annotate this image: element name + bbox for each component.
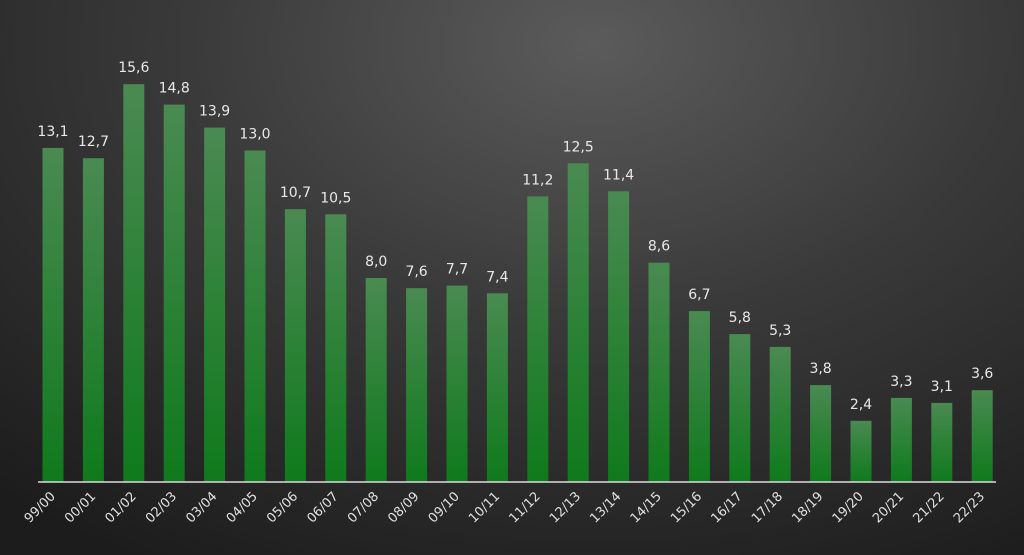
bar-22-23 <box>971 390 993 482</box>
x-tick-label: 05/06 <box>264 489 301 526</box>
value-label: 13,1 <box>37 124 68 140</box>
bar-15-16 <box>688 311 710 482</box>
value-label: 13,9 <box>199 104 230 120</box>
x-tick-label: 10/11 <box>466 489 503 526</box>
value-label: 7,6 <box>405 264 427 280</box>
x-tick-label: 12/13 <box>547 489 584 526</box>
value-labels: 13,1 12,7 15,6 14,8 13,9 13,0 10,7 10,5 8,0 7,6 7,… <box>37 60 993 413</box>
value-label: 15,6 <box>118 60 149 76</box>
x-axis-tick-labels: 99/00 00/01 01/02 02/03 03/04 04/05 05/06 06/07… <box>22 489 988 526</box>
bar-00-01 <box>82 158 104 482</box>
bar-07-08 <box>365 278 387 482</box>
x-tick-label: 17/18 <box>749 489 786 526</box>
bar-04-05 <box>244 150 266 482</box>
bar-21-22 <box>931 402 953 482</box>
bar-13-14 <box>608 191 630 483</box>
bar-11-12 <box>527 196 549 482</box>
x-tick-label: 15/16 <box>668 489 705 526</box>
bar-20-21 <box>890 397 912 482</box>
value-label: 5,8 <box>729 310 751 326</box>
value-label: 8,6 <box>648 239 670 255</box>
x-tick-label: 08/09 <box>385 489 422 526</box>
x-tick-label: 18/19 <box>789 489 826 526</box>
value-label: 8,0 <box>365 254 387 270</box>
bar-05-06 <box>284 209 306 482</box>
bar-18-19 <box>810 385 832 482</box>
value-label: 5,3 <box>769 323 791 339</box>
x-tick-label: 13/14 <box>587 489 624 526</box>
bar-08-09 <box>406 288 428 482</box>
x-tick-label: 06/07 <box>305 489 342 526</box>
bar-series <box>42 84 993 483</box>
x-tick-label: 21/22 <box>911 489 948 526</box>
value-label: 12,5 <box>563 139 594 155</box>
value-label: 10,5 <box>320 190 351 206</box>
bar-09-10 <box>446 285 468 482</box>
value-label: 11,2 <box>522 172 553 188</box>
x-tick-label: 02/03 <box>143 489 180 526</box>
value-label: 3,8 <box>809 361 831 377</box>
bar-16-17 <box>729 334 751 482</box>
x-tick-label: 09/10 <box>426 489 463 526</box>
value-label: 13,0 <box>239 127 270 143</box>
x-tick-label: 19/20 <box>830 489 867 526</box>
x-tick-label: 14/15 <box>628 489 665 526</box>
x-tick-label: 04/05 <box>224 489 261 526</box>
bar-06-07 <box>325 214 347 483</box>
value-label: 11,4 <box>603 167 634 183</box>
value-label: 12,7 <box>78 134 109 150</box>
value-label: 3,1 <box>931 379 953 395</box>
bar-02-03 <box>163 104 185 482</box>
x-tick-label: 99/00 <box>22 489 59 526</box>
bar-12-13 <box>567 163 589 483</box>
x-tick-label: 01/02 <box>103 489 140 526</box>
x-tick-label: 07/08 <box>345 489 382 526</box>
bar-01-02 <box>123 84 145 482</box>
value-label: 7,4 <box>486 269 508 285</box>
x-tick-label: 16/17 <box>709 489 746 526</box>
x-tick-label: 00/01 <box>62 489 99 526</box>
bar-03-04 <box>204 127 226 482</box>
value-label: 14,8 <box>159 81 190 97</box>
x-tick-label: 03/04 <box>183 489 220 526</box>
value-label: 7,7 <box>446 262 468 278</box>
x-tick-label: 11/12 <box>507 489 544 526</box>
bar-19-20 <box>850 420 872 482</box>
x-tick-label: 20/21 <box>870 489 907 526</box>
bar-99-00 <box>42 147 64 482</box>
bar-10-11 <box>486 293 508 482</box>
value-label: 3,6 <box>971 366 993 382</box>
bar-14-15 <box>648 262 670 482</box>
value-label: 2,4 <box>850 397 872 413</box>
value-label: 3,3 <box>890 374 912 390</box>
bar-17-18 <box>769 346 791 483</box>
value-label: 10,7 <box>280 185 311 201</box>
value-label: 6,7 <box>688 287 710 303</box>
x-tick-label: 22/23 <box>951 489 988 526</box>
